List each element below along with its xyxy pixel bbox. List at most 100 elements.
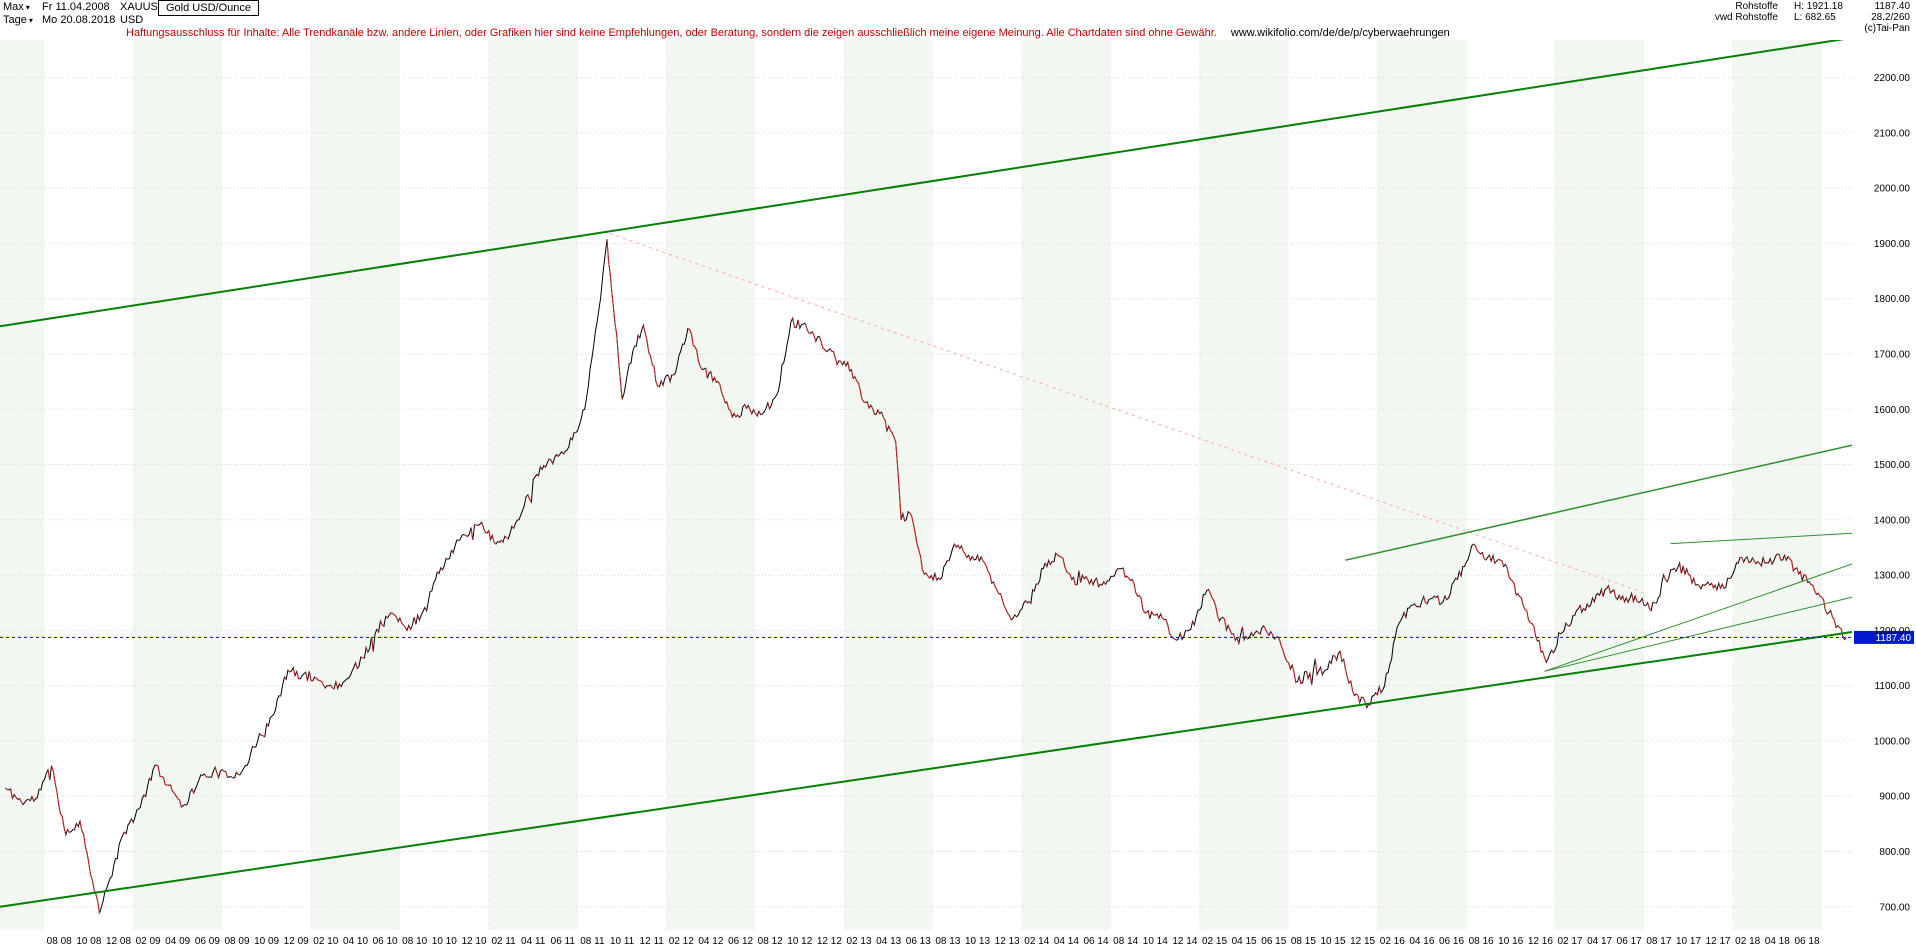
y-axis-tick-label: 1400.00 [1874,515,1911,526]
y-axis-tick-label: 2100.00 [1874,128,1911,139]
x-axis-tick-label: 04 15 [1232,936,1257,947]
x-axis-tick-label: 06 18 [1794,936,1819,947]
x-axis-tick-label: 06 17 [1617,936,1642,947]
x-axis-tick-label: 08 12 [758,936,783,947]
x-axis-tick-label: 08 10 [402,936,427,947]
x-axis-tick-label: 06 09 [195,936,220,947]
y-axis-tick-label: 900.00 [1879,792,1910,803]
trendline-upper-channel[interactable] [0,38,1852,328]
x-axis-tick-label: 08 17 [1646,936,1671,947]
copyright-label: (c)Tai-Pan [1864,23,1910,34]
x-axis-tick-label: 10 17 [1676,936,1701,947]
chevron-down-icon: ▾ [28,16,33,25]
y-axis-tick-label: 1500.00 [1874,460,1911,471]
y-axis-tick-label: 1300.00 [1874,571,1911,582]
x-axis-tick-label: 02 10 [313,936,338,947]
currency-label: USD [120,14,144,26]
chevron-down-icon: ▾ [25,3,30,12]
ratio-stat: 28.2/260 [1871,12,1910,23]
x-axis-tick-label: 12 14 [1172,936,1197,947]
x-axis-tick-label: 06 12 [728,936,753,947]
x-axis-tick-label: 04 14 [1054,936,1079,947]
low-stat-label: L: [1794,12,1803,23]
y-axis-tick-label: 1000.00 [1874,736,1911,747]
x-axis-tick-label: 02 15 [1202,936,1227,947]
x-axis-tick-label: 12 15 [1350,936,1375,947]
x-axis-tick-label: 08 16 [1469,936,1494,947]
x-axis-tick-label: 10 14 [1143,936,1168,947]
x-axis-tick-label: 02 18 [1735,936,1760,947]
x-axis-tick-label: 12 10 [461,936,486,947]
x-axis-tick-label: 04 10 [343,936,368,947]
x-axis-tick-label: 02 12 [669,936,694,947]
x-axis-tick-label: 12 16 [1528,936,1553,947]
x-axis-tick-label: 10 10 [432,936,457,947]
x-axis-tick-label: 12 09 [284,936,309,947]
trendlines-under [609,232,1645,594]
x-axis-tick-label: 08 13 [935,936,960,947]
period-dropdown[interactable]: Tage ▾ [3,14,33,26]
trendline-downtrend-from-peak[interactable] [609,232,1645,594]
last-price-badge [1854,630,1914,644]
x-axis-tick-label: 04 12 [698,936,723,947]
x-axis-tick-label: 06 14 [1083,936,1108,947]
trendlines-over [0,38,1856,908]
y-axis-tick-label: 800.00 [1879,847,1910,858]
x-axis-tick-label: 12 08 [106,936,131,947]
trendline-resistance-2016[interactable] [1345,444,1853,561]
x-axis-tick-label: 06 10 [373,936,398,947]
y-axis-tick-label: 1600.00 [1874,405,1911,416]
range-end-date: Mo 20.08.2018 [42,14,116,26]
x-axis-tick-label: 02 16 [1380,936,1405,947]
last-price-stat: 1187.40 [1874,1,1910,12]
x-axis-tick-label: 10 12 [787,936,812,947]
gridlines [0,40,1852,930]
y-axis-tick-label: 2200.00 [1874,73,1911,84]
x-axis-tick-label: 08 08 [47,936,72,947]
x-axis-tick-label: 04 17 [1587,936,1612,947]
disclaimer-link[interactable]: www.wikifolio.com/de/de/p/cyberwaehrunge… [1230,27,1450,39]
range-dropdown-label: Max [3,1,24,13]
range-dropdown[interactable]: Max ▾ [3,1,30,13]
period-dropdown-label: Tage [3,14,27,26]
y-axis-tick-label: 1800.00 [1874,294,1911,305]
low-stat: L: 682.65 [1794,12,1836,23]
category-label: Rohstoffe [1735,1,1778,12]
high-stat: H: 1921.18 [1794,1,1843,12]
x-axis-tick-label: 10 16 [1498,936,1523,947]
x-axis-tick-label: 12 17 [1706,936,1731,947]
x-axis-tick-label: 06 16 [1439,936,1464,947]
x-axis-tick-label: 10 08 [76,936,101,947]
provider-label: vwd Rohstoffe [1714,12,1778,23]
x-axis-tick-label: 02 14 [1024,936,1049,947]
x-axis-tick-label: 02 17 [1557,936,1582,947]
y-axis-tick-label: 1900.00 [1874,239,1911,250]
price-series-down-ticks [4,238,1846,914]
x-axis-tick-label: 12 11 [640,936,665,947]
x-axis-tick-label: 10 11 [610,936,635,947]
x-axis-tick-label: 08 09 [224,936,249,947]
x-axis-tick-label: 08 11 [580,936,605,947]
x-axis-tick-label: 12 13 [995,936,1020,947]
x-axis-tick-label: 02 09 [136,936,161,947]
x-axis-tick-label: 08 14 [1113,936,1138,947]
disclaimer: Haftungsausschluss für Inhalte: Alle Tre… [126,27,1450,39]
x-axis-tick-label: 04 11 [521,936,546,947]
x-axis-tick-label: 10 09 [254,936,279,947]
trendline-resistance-flat[interactable] [1670,532,1856,545]
trendline-support-fan-2[interactable] [1544,563,1853,672]
x-axis-tick-label: 04 18 [1765,936,1790,947]
instrument-name-box[interactable]: Gold USD/Ounce [158,0,259,16]
y-axis-tick-label: 700.00 [1879,902,1910,913]
y-axis-tick-label: 1200.00 [1874,626,1911,637]
last-price-badge-text: 1187.40 [1876,633,1912,644]
trendline-support-fan-1[interactable] [1544,596,1853,672]
symbol-label: XAUUSD [120,1,166,13]
x-axis-tick-label: 06 15 [1261,936,1286,947]
x-axis-tick-label: 10 13 [965,936,990,947]
low-stat-value: 682.65 [1805,12,1836,23]
trendline-lower-channel[interactable] [0,631,1852,908]
x-axis-tick-label: 02 13 [846,936,871,947]
x-axis-tick-label: 06 11 [551,936,576,947]
